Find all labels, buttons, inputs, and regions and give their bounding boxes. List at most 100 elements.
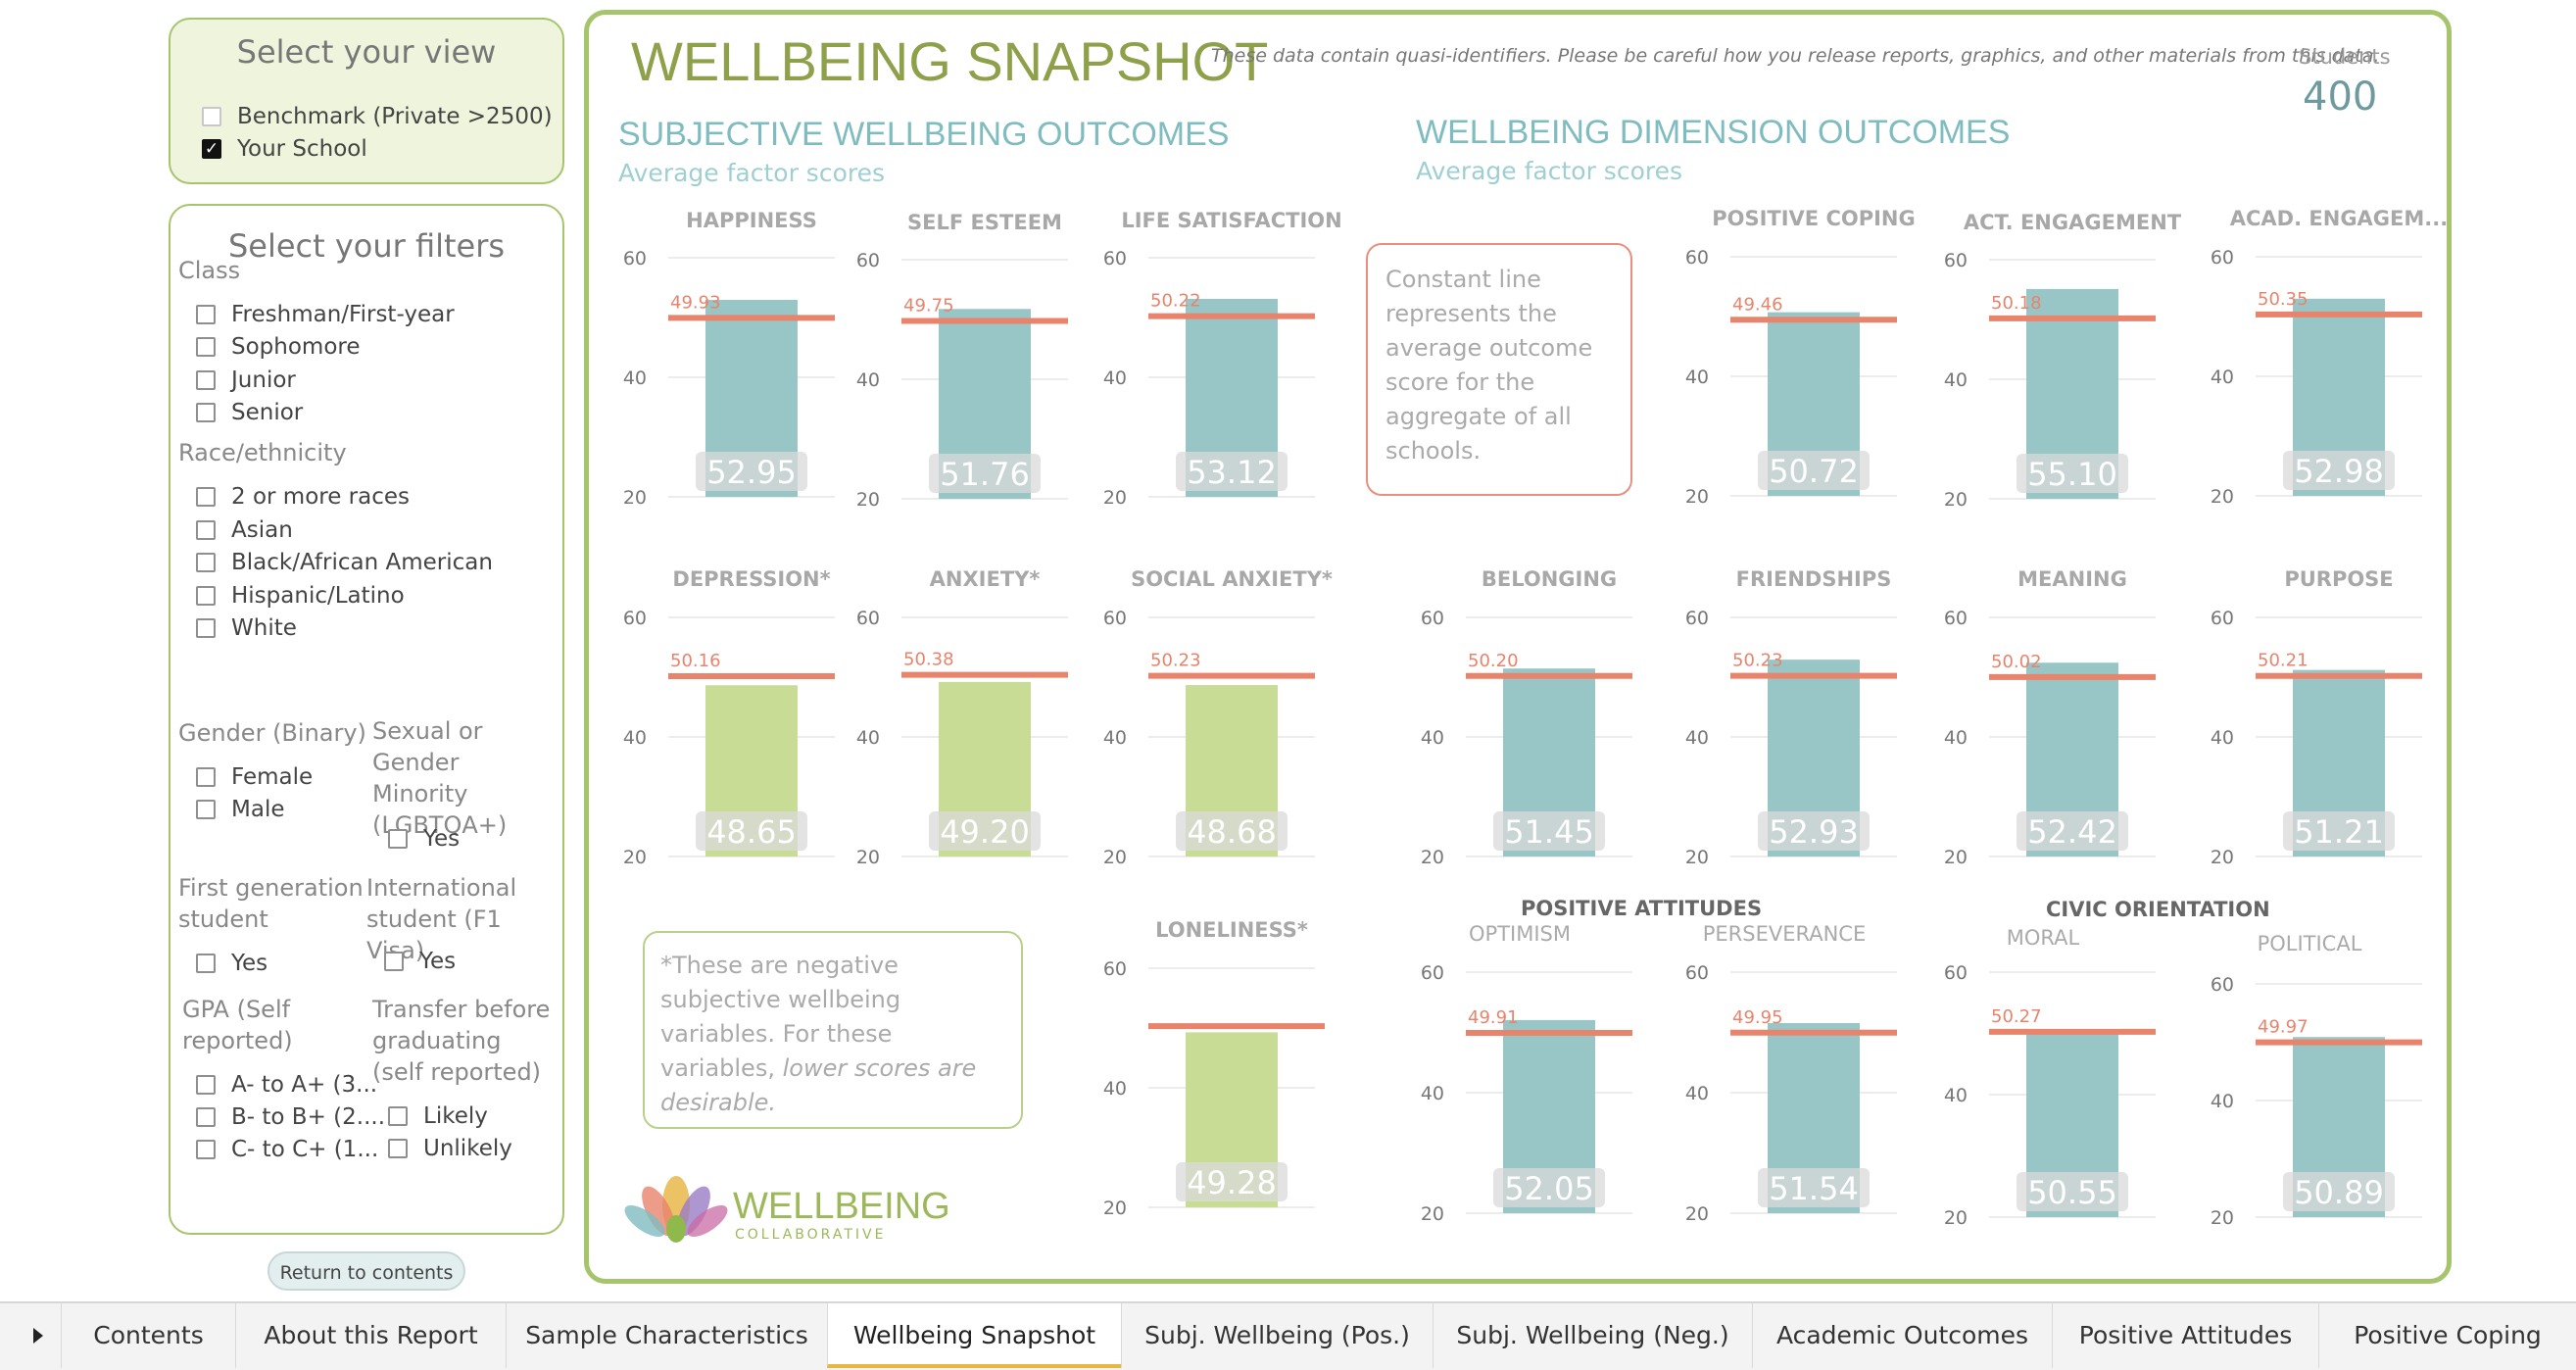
constant-line-note-text: Constant line represents the average out…	[1385, 266, 1593, 465]
option-label: Hispanic/Latino	[231, 583, 405, 609]
filters-panel-title: Select your filters	[227, 227, 506, 265]
gpa-filter-label: GPA (Self reported)	[182, 996, 293, 1054]
tab-sample-characteristics[interactable]: Sample Characteristics	[506, 1303, 827, 1368]
your-school-label: Your School	[237, 136, 367, 162]
tab-subj-wellbeing-neg[interactable]: Subj. Wellbeing (Neg.)	[1433, 1303, 1752, 1368]
logo-text: WELLBEING	[733, 1186, 950, 1227]
checkbox[interactable]	[196, 403, 216, 422]
checkbox[interactable]	[196, 337, 216, 357]
checkbox[interactable]	[196, 618, 216, 638]
firstgen-filter-label: First generation student	[178, 874, 364, 933]
race-option-white[interactable]: White	[196, 615, 297, 641]
checkbox[interactable]	[388, 1139, 408, 1158]
gpa-option-c[interactable]: C- to C+ (1...	[196, 1137, 378, 1162]
tab-positive-attitudes[interactable]: Positive Attitudes	[2052, 1303, 2318, 1368]
checkbox[interactable]	[196, 1140, 216, 1159]
tab-contents[interactable]: Contents	[61, 1303, 235, 1368]
tab-subj-wellbeing-pos[interactable]: Subj. Wellbeing (Pos.)	[1121, 1303, 1433, 1368]
tab-academic-outcomes[interactable]: Academic Outcomes	[1752, 1303, 2052, 1368]
race-option-asian[interactable]: Asian	[196, 517, 293, 543]
option-label: White	[231, 615, 297, 641]
filters-panel: Select your filters Class Freshman/First…	[169, 204, 564, 1235]
page-title: WELLBEING SNAPSHOT	[631, 30, 1269, 92]
checkbox[interactable]	[384, 952, 404, 971]
option-label: Yes	[419, 949, 457, 974]
checkbox[interactable]	[196, 1107, 216, 1127]
transfer-option-unlikely[interactable]: Unlikely	[388, 1136, 512, 1161]
students-count: 400	[2303, 74, 2378, 120]
lotus-icon	[624, 1176, 728, 1243]
gender-option-female[interactable]: Female	[196, 764, 313, 790]
option-label: A- to A+ (3...	[231, 1072, 378, 1098]
wellbeing-collaborative-logo: WELLBEING COLLABORATIVE	[621, 1172, 974, 1247]
gender-filter-label: Gender (Binary)	[178, 719, 366, 747]
checkbox[interactable]	[196, 954, 216, 973]
checkbox[interactable]	[196, 487, 216, 507]
gpa-option-b[interactable]: B- to B+ (2....	[196, 1104, 385, 1130]
tab-wellbeing-snapshot[interactable]: Wellbeing Snapshot	[827, 1303, 1121, 1368]
tab-about-this-report[interactable]: About this Report	[235, 1303, 506, 1368]
option-label: Sophomore	[231, 334, 361, 360]
sgm-option-yes[interactable]: Yes	[388, 826, 460, 852]
race-option-hispanic[interactable]: Hispanic/Latino	[196, 583, 405, 609]
option-label: 2 or more races	[231, 484, 411, 510]
race-option-multiple[interactable]: 2 or more races	[196, 484, 410, 510]
view-panel-title: Select your view	[236, 33, 497, 71]
race-option-black[interactable]: Black/African American	[196, 550, 493, 575]
class-option-sophomore[interactable]: Sophomore	[196, 334, 361, 360]
checkbox[interactable]	[196, 800, 216, 819]
view-panel: Select your view Benchmark (Private >250…	[169, 18, 564, 184]
negative-variables-note: *These are negative subjective wellbeing…	[643, 931, 1023, 1129]
checkbox[interactable]	[388, 1106, 408, 1126]
class-option-senior[interactable]: Senior	[196, 400, 303, 425]
gender-option-male[interactable]: Male	[196, 797, 284, 822]
race-filter-label: Race/ethnicity	[178, 439, 347, 466]
your-school-checkbox[interactable]	[202, 139, 221, 159]
transfer-option-likely[interactable]: Likely	[388, 1103, 488, 1129]
option-label: Junior	[231, 367, 296, 393]
chevron-right-icon	[33, 1328, 43, 1344]
option-label: Unlikely	[423, 1136, 512, 1161]
constant-line-note: Constant line represents the average out…	[1366, 243, 1632, 496]
option-label: Yes	[423, 826, 461, 852]
class-option-junior[interactable]: Junior	[196, 367, 296, 393]
students-label: Students	[2299, 45, 2391, 69]
view-option-benchmark[interactable]: Benchmark (Private >2500)	[202, 104, 553, 129]
gpa-option-a[interactable]: A- to A+ (3...	[196, 1072, 377, 1098]
checkbox[interactable]	[388, 829, 408, 849]
intl-filter-label: International student (F1 Visa)	[366, 874, 517, 964]
dimension-outcomes-subheading: Average factor scores	[1416, 157, 1682, 185]
class-option-freshman[interactable]: Freshman/First-year	[196, 302, 455, 327]
option-label: Senior	[231, 400, 304, 425]
view-option-your-school[interactable]: Your School	[202, 136, 367, 162]
benchmark-label: Benchmark (Private >2500)	[237, 104, 553, 129]
logo-subtext: COLLABORATIVE	[735, 1227, 887, 1243]
tab-positive-coping[interactable]: Positive Coping	[2318, 1303, 2576, 1368]
option-label: Black/African American	[231, 550, 493, 575]
checkbox[interactable]	[196, 1075, 216, 1095]
checkbox[interactable]	[196, 767, 216, 787]
option-label: Yes	[231, 951, 268, 976]
checkbox[interactable]	[196, 520, 216, 540]
sgm-filter-label: Sexual or Gender Minority (LGBTQA+)	[372, 717, 508, 839]
option-label: C- to C+ (1...	[231, 1137, 379, 1162]
option-label: Male	[231, 797, 285, 822]
benchmark-checkbox[interactable]	[202, 107, 221, 126]
checkbox[interactable]	[196, 305, 216, 324]
option-label: Freshman/First-year	[231, 302, 455, 327]
tab-scroll-left-button[interactable]	[0, 1303, 62, 1368]
option-label: Female	[231, 764, 314, 790]
checkbox[interactable]	[196, 586, 216, 606]
checkbox[interactable]	[196, 553, 216, 572]
positive-attitudes-group-title: POSITIVE ATTITUDES	[1521, 897, 1763, 920]
option-label: B- to B+ (2....	[231, 1104, 386, 1130]
negative-note-emphasis: lower scores are desirable.	[660, 1054, 977, 1116]
class-filter-label: Class	[178, 257, 241, 284]
return-to-contents-button[interactable]: Return to contents	[267, 1251, 465, 1291]
intl-option-yes[interactable]: Yes	[384, 949, 456, 974]
firstgen-option-yes[interactable]: Yes	[196, 951, 267, 976]
dimension-outcomes-heading: WELLBEING DIMENSION OUTCOMES	[1416, 114, 2011, 151]
checkbox[interactable]	[196, 370, 216, 390]
negative-note-text: *These are negative subjective wellbeing…	[660, 952, 901, 1082]
disclaimer-text: These data contain quasi-identifiers. Pl…	[1211, 45, 2380, 67]
